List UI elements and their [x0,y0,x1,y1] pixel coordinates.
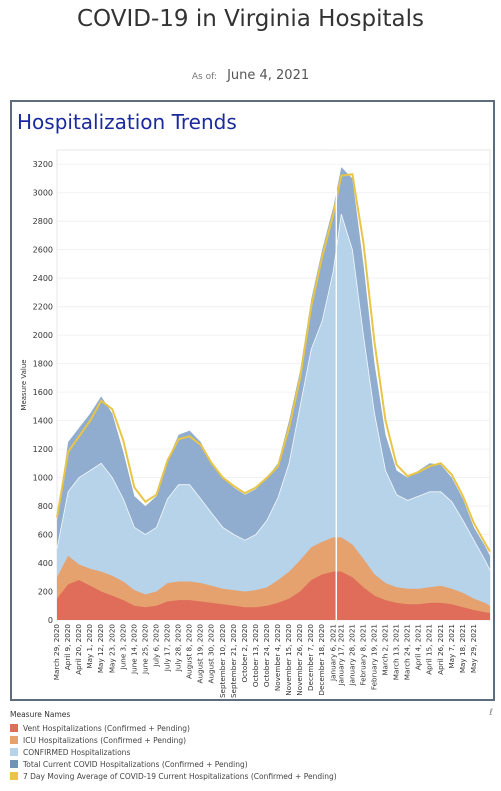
legend-label: CONFIRMED Hospitalizations [23,747,131,757]
x-tick-label: July 28, 2020 [174,624,183,673]
y-tick-label: 2600 [33,246,53,255]
legend-swatch [10,736,18,744]
legend-label: Vent Hospitalizations (Confirmed + Pendi… [23,723,190,733]
x-tick-label: April 26, 2021 [436,624,445,675]
x-tick-label: November 4, 2020 [273,624,282,692]
legend-item[interactable]: CONFIRMED Hospitalizations [10,746,495,758]
y-tick-label: 1600 [33,388,53,397]
y-tick-label: 2800 [33,217,53,226]
x-tick-label: May 18, 2021 [458,624,467,673]
series-line-moving-average [56,173,491,553]
legend-item[interactable]: 7 Day Moving Average of COVID-19 Current… [10,770,495,782]
legend-items: Vent Hospitalizations (Confirmed + Pendi… [10,722,495,782]
legend-swatch [10,772,18,780]
x-tick-label: June 25, 2020 [140,624,149,675]
y-tick-label: 1000 [33,474,53,483]
y-tick-label: 1400 [33,417,53,426]
x-tick-label: January 17, 2021 [336,624,345,687]
x-tick-label: November 15, 2020 [284,624,293,696]
legend-label: Total Current COVID Hospitalizations (Co… [23,759,248,769]
x-tick-label: September 21, 2020 [229,624,238,698]
y-tick-label: 0 [48,616,53,625]
x-tick-label: December 7, 2020 [306,624,315,691]
y-tick-label: 2400 [33,274,53,283]
x-tick-label: January 28, 2021 [347,624,356,687]
y-tick-label: 2000 [33,331,53,340]
x-tick-label: April 9, 2020 [63,624,72,671]
x-tick-label: December 18, 2020 [317,624,326,696]
y-tick-label: 600 [38,531,53,540]
x-tick-label: March 2, 2021 [381,624,390,676]
hospitalization-chart[interactable]: 0 200 400 600 800 1000 1200 1400 1600 1800 2000 220… [12,102,493,699]
y-tick-label: 3200 [33,160,53,169]
x-tick-label: October 13, 2020 [251,624,260,687]
x-tick-label: June 3, 2020 [118,624,127,671]
area-vent [57,571,490,620]
legend-label: ICU Hospitalizations (Confirmed + Pendin… [23,735,187,745]
filter-icon[interactable]: ℓ [489,708,493,718]
legend: Measure Names ℓ Vent Hospitalizations (C… [10,708,495,782]
panel-title: Hospitalization Trends [17,110,237,134]
x-tick-label: May 23, 2020 [107,624,116,674]
x-tick-label: May 7, 2021 [447,624,456,669]
x-tick-label: November 26, 2020 [295,624,304,696]
series-line-confirmed [56,213,491,571]
legend-swatch [10,724,18,732]
as-of-label: As of: [191,72,217,82]
x-tick-label: March 29, 2020 [52,624,61,681]
x-tick-label: March 24, 2021 [403,624,412,680]
x-tick-label: May 29, 2021 [469,624,478,673]
x-tick-label: February 19, 2021 [369,624,378,690]
x-tick-label: May 12, 2020 [96,624,105,674]
x-tick-label: August 19, 2020 [196,624,205,684]
legend-title: Measure Names [10,710,71,719]
y-tick-label: 2200 [33,303,53,312]
x-tick-label: May 1, 2020 [85,624,94,669]
legend-item[interactable]: ICU Hospitalizations (Confirmed + Pendin… [10,734,495,746]
legend-swatch [10,760,18,768]
y-tick-label: 800 [38,502,53,511]
legend-item[interactable]: Total Current COVID Hospitalizations (Co… [10,758,495,770]
as-of-line: As of: June 4, 2021 [0,64,501,83]
x-tick-label: August 30, 2020 [207,624,216,684]
y-axis-label: Measure Value [20,359,28,410]
y-tick-label: 1200 [33,445,53,454]
page-title: COVID-19 in Virginia Hospitals [77,6,424,32]
x-tick-label: October 2, 2020 [240,624,249,683]
x-tick-label: August 8, 2020 [185,624,194,679]
x-tick-label: July 17, 2020 [163,624,172,673]
x-tick-label: April 15, 2021 [425,624,434,675]
hospitalization-trends-panel: Hospitalization Trends 0 200 400 600 800 1000… [10,100,495,701]
legend-item[interactable]: Vent Hospitalizations (Confirmed + Pendi… [10,722,495,734]
x-tick-label: October 24, 2020 [262,624,271,687]
x-tick-label: January 6, 2021 [328,624,337,682]
y-tick-label: 3000 [33,189,53,198]
as-of-date: June 4, 2021 [227,68,310,83]
legend-label: 7 Day Moving Average of COVID-19 Current… [23,771,337,781]
x-tick-label: February 8, 2021 [358,624,367,686]
area-confirmed [57,214,490,620]
x-tick-label: September 10, 2020 [218,624,227,698]
x-tick-label: April 4, 2021 [414,624,423,670]
x-tick-label: June 14, 2020 [129,624,138,675]
x-tick-label: April 20, 2020 [74,624,83,675]
legend-swatch [10,748,18,756]
x-tick-label: March 13, 2021 [392,624,401,680]
x-tick-label: July 6, 2020 [151,624,160,668]
y-tick-label: 400 [38,559,53,568]
y-tick-label: 1800 [33,360,53,369]
y-tick-label: 200 [38,588,53,597]
